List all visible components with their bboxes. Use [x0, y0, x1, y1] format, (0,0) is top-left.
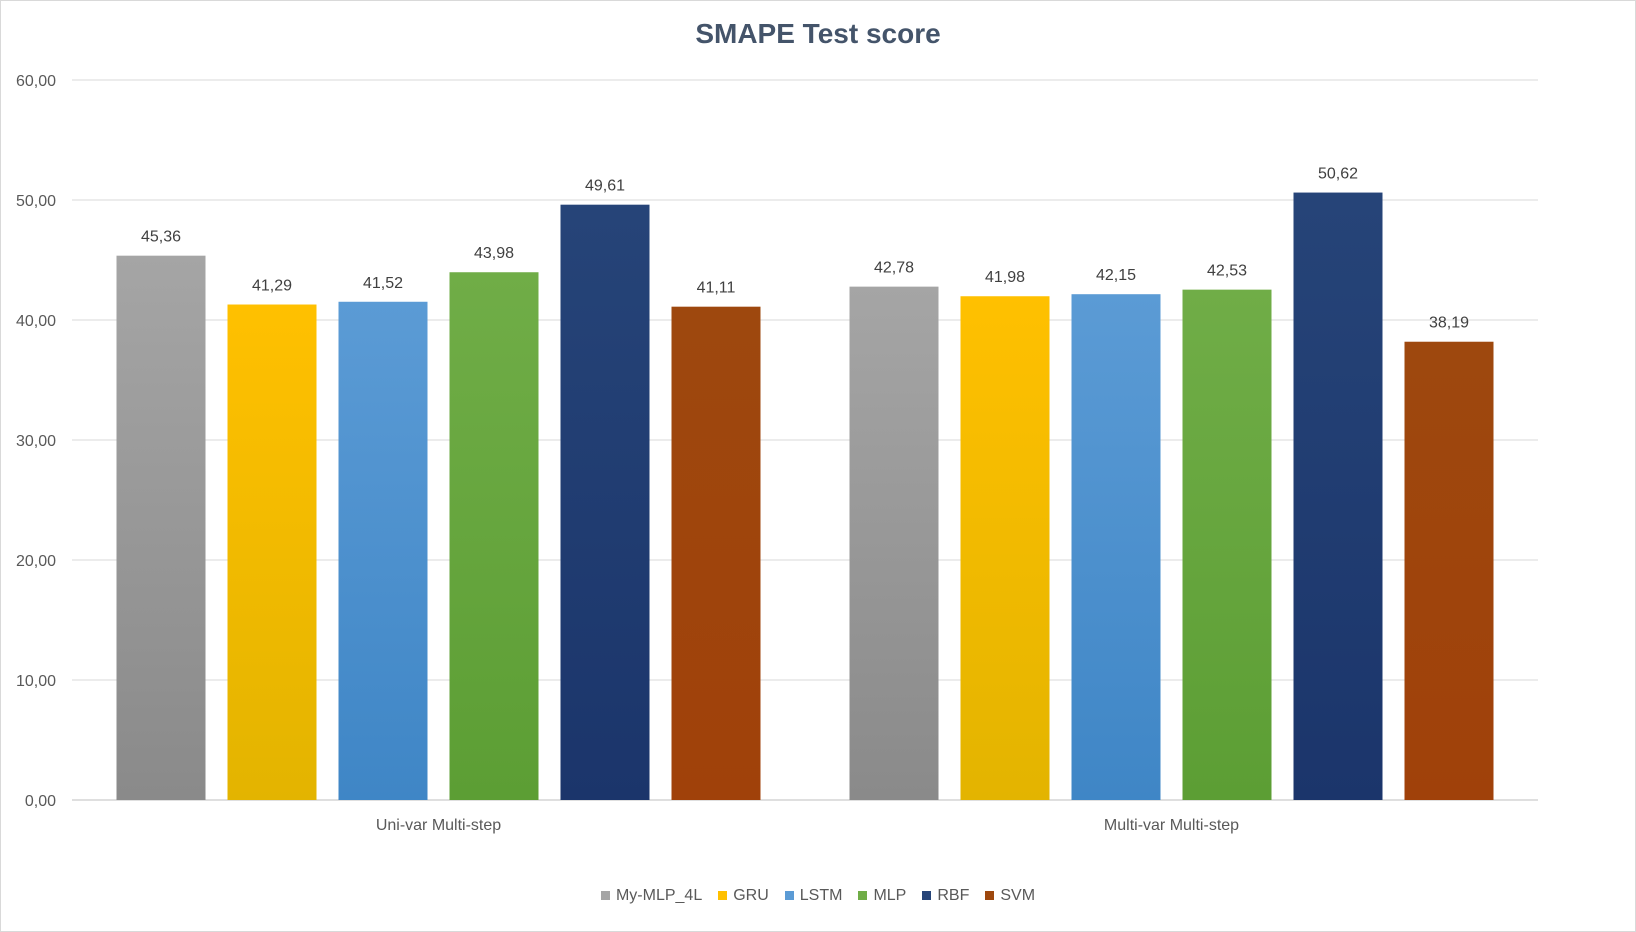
legend-swatch	[985, 891, 995, 901]
bar-mlp-2	[1182, 289, 1272, 800]
x-category-label: Multi-var Multi-step	[1104, 817, 1239, 834]
data-labels: 45,36 41,29 41,52 43,98 49,61 41,11 42,78 41,98…	[141, 166, 1469, 332]
data-label: 41,52	[363, 275, 403, 292]
legend: My-MLP_4L GRU LSTM MLP RBF SVM	[0, 887, 1636, 905]
legend-label: LSTM	[799, 887, 843, 904]
bar-svm-1	[671, 306, 761, 800]
bar-gru-1	[227, 304, 317, 800]
legend-item: SVM	[985, 887, 1035, 905]
legend-label: SVM	[1000, 887, 1036, 904]
legend-item: MLP	[858, 887, 906, 905]
y-tick-label: 60,00	[16, 73, 56, 90]
legend-item: RBF	[922, 887, 969, 905]
data-label: 41,11	[697, 280, 736, 297]
bar-gru-2	[960, 296, 1050, 800]
data-label: 41,29	[252, 278, 292, 295]
legend-swatch	[858, 891, 868, 901]
y-tick-label: 10,00	[16, 673, 56, 690]
data-label: 50,62	[1318, 166, 1358, 183]
legend-swatch	[718, 891, 728, 901]
legend-swatch	[922, 891, 932, 901]
bar-lstm-2	[1071, 294, 1161, 800]
x-axis-categories: Uni-var Multi-step Multi-var Multi-step	[376, 817, 1239, 834]
data-label: 45,36	[141, 229, 181, 246]
legend-label: My-MLP_4L	[615, 887, 703, 904]
bar-svm-2	[1404, 341, 1494, 800]
legend-swatch	[600, 891, 610, 901]
bars	[116, 192, 1494, 800]
bar-chart-plot: 0,00 10,00 20,00 30,00 40,00 50,00 60,00 45,36…	[16, 73, 1538, 834]
data-label: 42,53	[1207, 263, 1247, 280]
bar-my-mlp-4l-2	[849, 286, 939, 800]
bar-rbf-2	[1293, 192, 1383, 800]
data-label: 38,19	[1429, 315, 1469, 332]
data-label: 42,78	[874, 260, 914, 277]
legend-label: MLP	[873, 887, 907, 904]
legend-label: GRU	[733, 887, 769, 904]
legend-item: GRU	[718, 887, 769, 905]
legend-label: RBF	[937, 887, 970, 904]
legend-item: LSTM	[784, 887, 843, 905]
bar-my-mlp-4l-1	[116, 255, 206, 800]
bar-lstm-1	[338, 301, 428, 800]
y-tick-label: 20,00	[16, 553, 56, 570]
chart-title: SMAPE Test score	[695, 18, 941, 49]
data-label: 41,98	[985, 269, 1025, 286]
data-label: 42,15	[1096, 267, 1136, 284]
y-tick-label: 30,00	[16, 433, 56, 450]
y-axis-ticks: 0,00 10,00 20,00 30,00 40,00 50,00 60,00	[16, 73, 56, 810]
y-tick-label: 0,00	[25, 793, 56, 810]
x-category-label: Uni-var Multi-step	[376, 817, 501, 834]
legend-item: My-MLP_4L	[600, 887, 703, 905]
y-tick-label: 40,00	[16, 313, 56, 330]
data-label: 43,98	[474, 245, 514, 262]
legend-swatch	[784, 891, 794, 901]
bar-rbf-1	[560, 204, 650, 800]
y-tick-label: 50,00	[16, 193, 56, 210]
bar-mlp-1	[449, 272, 539, 800]
data-label: 49,61	[585, 178, 625, 195]
